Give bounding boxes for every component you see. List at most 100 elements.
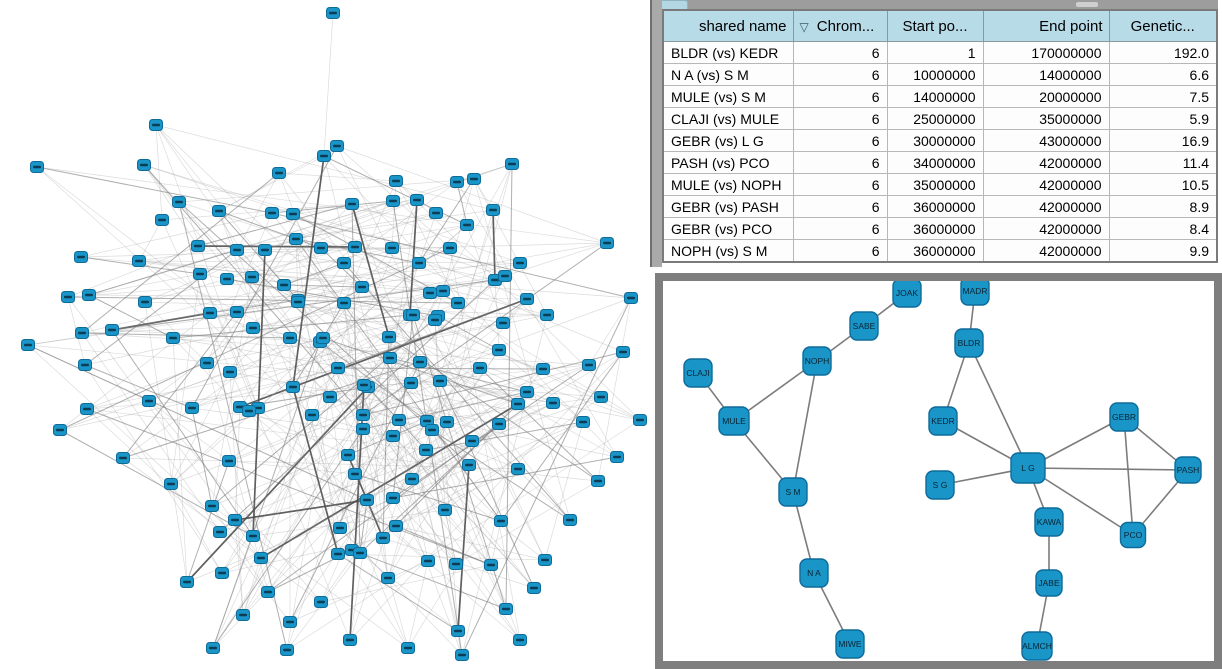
node-shape[interactable] bbox=[1034, 507, 1064, 537]
network-node[interactable] bbox=[376, 532, 390, 544]
network-node[interactable]: SABE bbox=[849, 311, 879, 341]
network-node[interactable]: N A bbox=[799, 558, 829, 588]
cell-value[interactable]: 6 bbox=[792, 129, 888, 152]
network-node[interactable] bbox=[326, 7, 340, 19]
network-node[interactable] bbox=[82, 289, 96, 301]
cell-value[interactable]: 10.5 bbox=[1108, 173, 1218, 196]
cell-value[interactable]: 6 bbox=[792, 41, 888, 64]
table-row[interactable]: GEBR (vs) L G 6 30000000 43000000 16.9 bbox=[662, 129, 1218, 152]
cell-value[interactable]: 20000000 bbox=[982, 85, 1110, 108]
network-node[interactable] bbox=[61, 291, 75, 303]
network-node[interactable] bbox=[286, 208, 300, 220]
network-node[interactable] bbox=[343, 634, 357, 646]
cell-value[interactable]: 30000000 bbox=[886, 129, 984, 152]
cell-value[interactable]: 42000000 bbox=[982, 239, 1110, 263]
network-node[interactable] bbox=[386, 492, 400, 504]
network-node[interactable] bbox=[600, 237, 614, 249]
cell-shared-name[interactable]: N A (vs) S M bbox=[662, 63, 794, 86]
network-node[interactable]: MIWE bbox=[835, 629, 865, 659]
network-node[interactable] bbox=[360, 494, 374, 506]
network-node[interactable]: MADR bbox=[960, 281, 990, 306]
cell-value[interactable]: 5.9 bbox=[1108, 107, 1218, 130]
network-node[interactable] bbox=[576, 416, 590, 428]
column-header-chrom---[interactable]: ▽ Chrom... bbox=[792, 9, 888, 42]
main-network-panel[interactable] bbox=[0, 0, 650, 669]
network-node[interactable] bbox=[75, 327, 89, 339]
network-node[interactable] bbox=[222, 455, 236, 467]
column-header-start-po---[interactable]: Start po... bbox=[886, 9, 984, 42]
cell-value[interactable]: 35000000 bbox=[886, 173, 984, 196]
network-node[interactable]: S M bbox=[778, 477, 808, 507]
network-node[interactable] bbox=[193, 268, 207, 280]
column-header-shared-name[interactable]: shared name bbox=[662, 9, 794, 42]
network-node[interactable] bbox=[383, 352, 397, 364]
cell-value[interactable]: 42000000 bbox=[982, 151, 1110, 174]
network-node[interactable]: PCO bbox=[1119, 521, 1147, 549]
network-node[interactable] bbox=[265, 207, 279, 219]
network-node[interactable] bbox=[428, 314, 442, 326]
network-node[interactable] bbox=[116, 452, 130, 464]
network-node[interactable] bbox=[624, 292, 638, 304]
network-node[interactable] bbox=[484, 559, 498, 571]
network-node[interactable] bbox=[78, 359, 92, 371]
network-node[interactable] bbox=[443, 242, 457, 254]
cell-value[interactable]: 11.4 bbox=[1108, 151, 1218, 174]
network-node[interactable] bbox=[230, 306, 244, 318]
network-node[interactable]: ALMCH bbox=[1021, 631, 1053, 661]
network-node[interactable] bbox=[333, 522, 347, 534]
network-node[interactable] bbox=[423, 287, 437, 299]
network-node[interactable] bbox=[419, 444, 433, 456]
network-node[interactable] bbox=[331, 548, 345, 560]
cell-shared-name[interactable]: GEBR (vs) PCO bbox=[662, 217, 794, 240]
network-node[interactable] bbox=[591, 475, 605, 487]
network-node[interactable]: S G bbox=[925, 470, 955, 500]
network-node[interactable] bbox=[355, 281, 369, 293]
network-node[interactable] bbox=[205, 500, 219, 512]
table-row[interactable]: MULE (vs) S M 6 14000000 20000000 7.5 bbox=[662, 85, 1218, 108]
network-node[interactable] bbox=[494, 515, 508, 527]
network-node[interactable] bbox=[172, 196, 186, 208]
network-node[interactable] bbox=[230, 244, 244, 256]
cell-value[interactable]: 8.4 bbox=[1108, 217, 1218, 240]
node-shape[interactable] bbox=[925, 470, 955, 500]
cell-value[interactable]: 14000000 bbox=[886, 85, 984, 108]
node-shape[interactable] bbox=[928, 406, 958, 436]
network-node[interactable] bbox=[357, 379, 371, 391]
network-node[interactable] bbox=[228, 514, 242, 526]
cell-value[interactable]: 10000000 bbox=[886, 63, 984, 86]
network-node[interactable] bbox=[505, 158, 519, 170]
node-shape[interactable] bbox=[778, 477, 808, 507]
node-shape[interactable] bbox=[1119, 521, 1147, 549]
network-node[interactable] bbox=[149, 119, 163, 131]
network-node[interactable] bbox=[496, 317, 510, 329]
node-shape[interactable] bbox=[954, 328, 984, 358]
network-node[interactable]: KEDR bbox=[928, 406, 958, 436]
cell-value[interactable]: 36000000 bbox=[886, 239, 984, 263]
network-node[interactable] bbox=[21, 339, 35, 351]
network-node[interactable] bbox=[215, 567, 229, 579]
node-shape[interactable] bbox=[799, 558, 829, 588]
network-node[interactable] bbox=[305, 409, 319, 421]
node-shape[interactable] bbox=[802, 346, 832, 376]
network-node[interactable] bbox=[511, 398, 525, 410]
network-node[interactable] bbox=[385, 242, 399, 254]
network-node[interactable] bbox=[180, 576, 194, 588]
network-node[interactable] bbox=[389, 175, 403, 187]
table-row[interactable]: PASH (vs) PCO 6 34000000 42000000 11.4 bbox=[662, 151, 1218, 174]
cell-value[interactable]: 42000000 bbox=[982, 173, 1110, 196]
network-node[interactable] bbox=[440, 416, 454, 428]
network-node[interactable] bbox=[401, 642, 415, 654]
network-node[interactable] bbox=[438, 504, 452, 516]
network-node[interactable] bbox=[436, 285, 450, 297]
network-node[interactable] bbox=[616, 346, 630, 358]
network-node[interactable] bbox=[492, 418, 506, 430]
network-node[interactable] bbox=[563, 514, 577, 526]
network-node[interactable] bbox=[200, 357, 214, 369]
network-node[interactable] bbox=[323, 391, 337, 403]
cell-value[interactable]: 6 bbox=[792, 173, 888, 196]
network-node[interactable] bbox=[405, 473, 419, 485]
network-node[interactable] bbox=[413, 356, 427, 368]
node-shape[interactable] bbox=[1010, 452, 1046, 484]
cell-value[interactable]: 6 bbox=[792, 151, 888, 174]
network-node[interactable] bbox=[499, 603, 513, 615]
